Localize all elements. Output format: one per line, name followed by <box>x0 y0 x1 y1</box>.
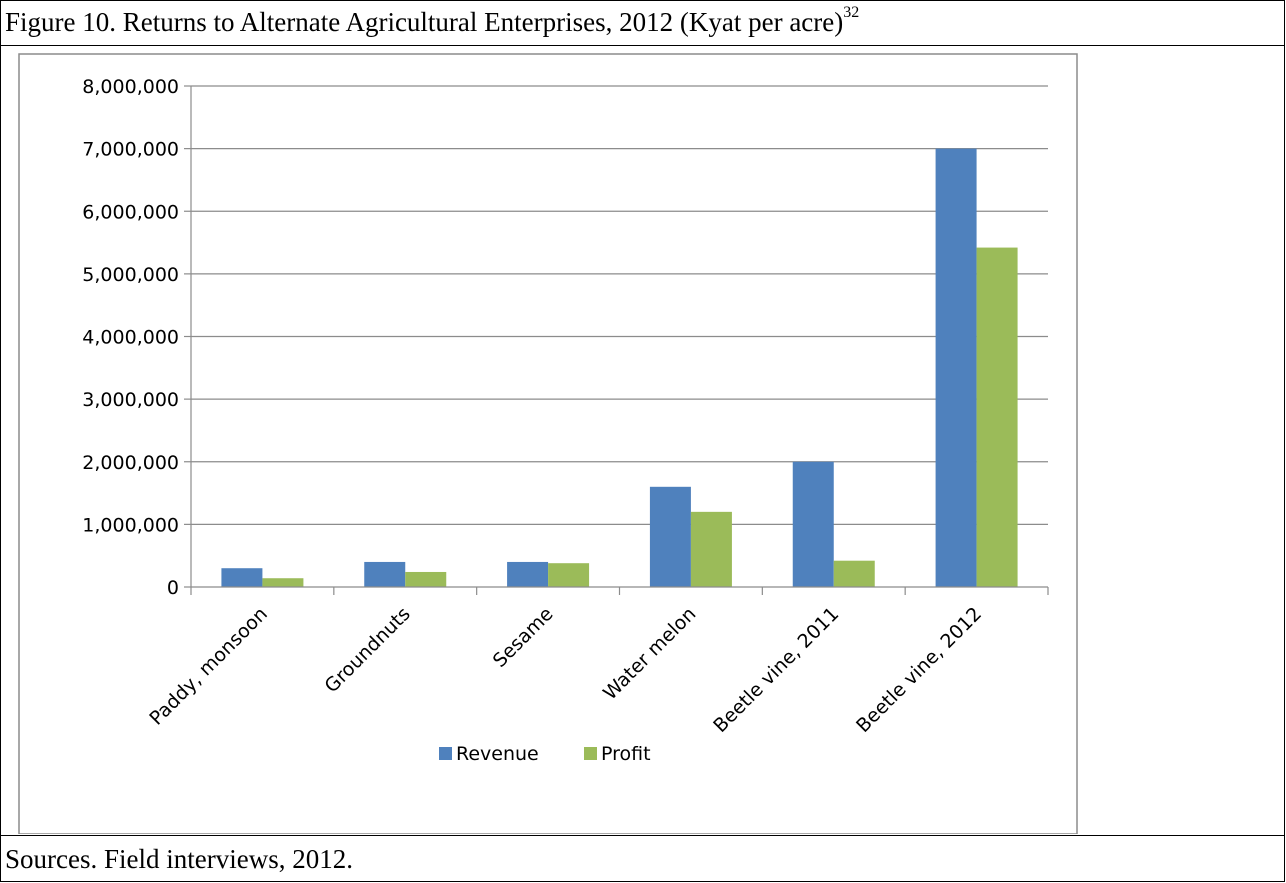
bar-profit <box>976 247 1018 587</box>
y-tick-labels: 0 1,000,000 2,000,000 3,000,000 4,000,000 5,0… <box>82 76 179 599</box>
y-tick-label: 5,000,000 <box>82 264 179 286</box>
bar-revenue <box>792 461 834 587</box>
bars-group <box>221 148 1018 587</box>
bar-chart: 0 1,000,000 2,000,000 3,000,000 4,000,000 5,0… <box>18 53 1078 834</box>
gridlines <box>191 85 1048 525</box>
bar-profit <box>833 560 875 587</box>
y-tick-label: 8,000,000 <box>82 76 179 98</box>
figure-title: Figure 10. Returns to Alternate Agricult… <box>5 7 844 37</box>
bar-revenue <box>221 568 263 587</box>
axes <box>184 85 1049 595</box>
source-row: Sources. Field interviews, 2012. <box>1 836 1286 882</box>
y-tick-label: 0 <box>167 577 179 599</box>
y-tick-label: 6,000,000 <box>82 201 179 223</box>
legend-swatch-revenue <box>439 747 452 760</box>
y-tick-label: 3,000,000 <box>82 389 179 411</box>
chart-area-border <box>18 53 1078 834</box>
bar-revenue <box>935 148 977 587</box>
legend-swatch-profit <box>584 747 597 760</box>
legend-label-revenue: Revenue <box>456 743 539 765</box>
bar-profit <box>690 511 732 587</box>
bar-profit <box>262 578 304 587</box>
bar-revenue <box>507 561 549 587</box>
source-note: Sources. Field interviews, 2012. <box>5 844 353 874</box>
bar-revenue <box>364 561 406 587</box>
y-tick-label: 4,000,000 <box>82 327 179 349</box>
chart-cell: 0 1,000,000 2,000,000 3,000,000 4,000,000 5,0… <box>1 46 1284 836</box>
legend-label-profit: Profit <box>601 743 651 765</box>
y-tick-label: 7,000,000 <box>82 139 179 161</box>
figure-title-row: Figure 10. Returns to Alternate Agricult… <box>1 1 1284 46</box>
y-tick-label: 1,000,000 <box>82 514 179 536</box>
y-tick-label: 2,000,000 <box>82 452 179 474</box>
footnote-ref[interactable]: 32 <box>843 4 860 21</box>
bar-profit <box>405 571 447 587</box>
bar-revenue <box>649 486 691 587</box>
legend: Revenue Profit <box>439 743 651 765</box>
bar-profit <box>548 563 590 587</box>
